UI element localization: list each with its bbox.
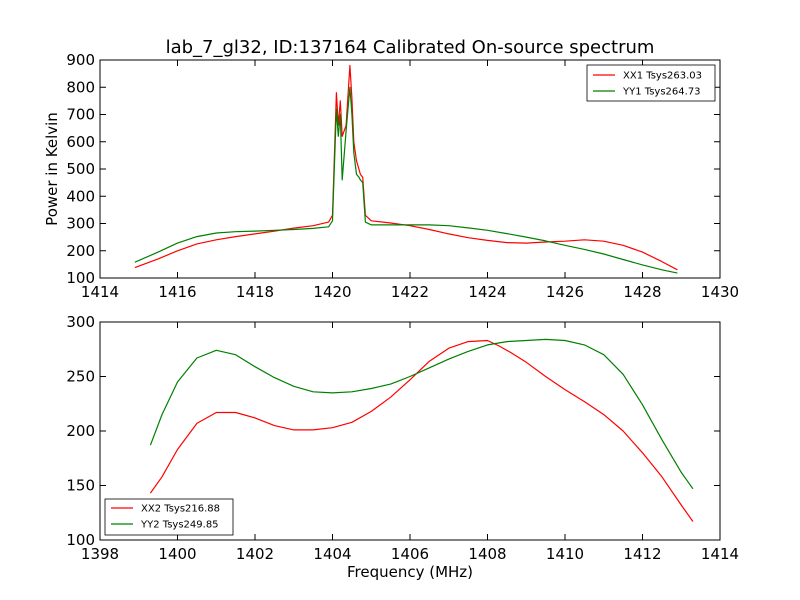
top-xtick-label: 1422 bbox=[391, 283, 429, 301]
top-ytick-label: 700 bbox=[66, 106, 95, 124]
top-series-line-yy bbox=[134, 86, 678, 274]
bottom-xtick-label: 1402 bbox=[236, 545, 274, 563]
top-plot-frame bbox=[99, 59, 721, 279]
bottom-ytick-label: 150 bbox=[66, 477, 95, 495]
top-xtick-label: 1430 bbox=[701, 283, 739, 301]
bottom-xtick-label: 1404 bbox=[313, 545, 351, 563]
bottom-xtick-label: 1400 bbox=[158, 545, 196, 563]
top-xtick-label: 1424 bbox=[468, 283, 506, 301]
bottom-plot-lines bbox=[149, 338, 694, 522]
bottom-xtick-label: 1414 bbox=[701, 545, 739, 563]
top-ytick-label: 400 bbox=[66, 187, 95, 205]
legend-label-yy1: YY1 Tsys264.73 bbox=[622, 87, 701, 98]
bottom-series-line-xx bbox=[149, 339, 694, 522]
top-ytick-label: 500 bbox=[66, 160, 95, 178]
top-plot-legend: XX1 Tsys263.03 YY1 Tsys264.73 bbox=[586, 64, 716, 102]
top-ytick-label: 900 bbox=[66, 51, 95, 69]
bottom-series-line-yy bbox=[149, 338, 694, 490]
top-xtick-label: 1426 bbox=[546, 283, 584, 301]
top-ytick-label: 100 bbox=[66, 269, 95, 287]
bottom-ytick-label: 200 bbox=[66, 422, 95, 440]
top-xtick-label: 1414 bbox=[81, 283, 119, 301]
bottom-legend-box bbox=[104, 498, 234, 536]
top-ytick-label: 300 bbox=[66, 215, 95, 233]
top-ytick-label: 200 bbox=[66, 242, 95, 260]
bottom-plot-ticks: 1398 1400 1402 1404 1406 1408 1410 1412 1414 100 1… bbox=[66, 313, 739, 563]
legend-label-xx1: XX1 Tsys263.03 bbox=[623, 71, 702, 82]
bottom-ytick-label: 250 bbox=[66, 368, 95, 386]
legend-label-yy2: YY2 Tsys249.85 bbox=[140, 520, 219, 531]
bottom-xtick-label: 1406 bbox=[391, 545, 429, 563]
bottom-ytick-label: 100 bbox=[66, 531, 95, 549]
bottom-xtick-label: 1398 bbox=[81, 545, 119, 563]
bottom-plot: 1398 1400 1402 1404 1406 1408 1410 1412 1414 100 1… bbox=[66, 313, 739, 581]
bottom-ytick-label: 300 bbox=[66, 313, 95, 331]
bottom-xtick-label: 1412 bbox=[623, 545, 661, 563]
bottom-xtick-label: 1410 bbox=[546, 545, 584, 563]
top-legend-box bbox=[586, 64, 716, 102]
top-plot-ticks: 1414 1416 1418 1420 1422 1424 1426 1428 1430 100 2… bbox=[66, 51, 739, 301]
top-plot-ylabel: Power in Kelvin bbox=[43, 112, 61, 226]
bottom-plot-legend: XX2 Tsys216.88 YY2 Tsys249.85 bbox=[104, 498, 234, 536]
top-xtick-label: 1428 bbox=[623, 283, 661, 301]
figure-title: lab_7_gl32, ID:137164 Calibrated On-sour… bbox=[166, 37, 655, 58]
top-xtick-label: 1420 bbox=[313, 283, 351, 301]
top-ytick-label: 600 bbox=[66, 133, 95, 151]
top-plot: 1414 1416 1418 1420 1422 1424 1426 1428 1430 100 2… bbox=[43, 51, 739, 301]
legend-label-xx2: XX2 Tsys216.88 bbox=[141, 504, 220, 515]
top-plot-lines bbox=[134, 64, 678, 274]
bottom-xtick-label: 1408 bbox=[468, 545, 506, 563]
top-ytick-label: 800 bbox=[66, 78, 95, 96]
bottom-plot-xlabel: Frequency (MHz) bbox=[347, 563, 473, 581]
bottom-plot-frame bbox=[99, 321, 721, 541]
top-xtick-label: 1416 bbox=[158, 283, 196, 301]
top-xtick-label: 1418 bbox=[236, 283, 274, 301]
